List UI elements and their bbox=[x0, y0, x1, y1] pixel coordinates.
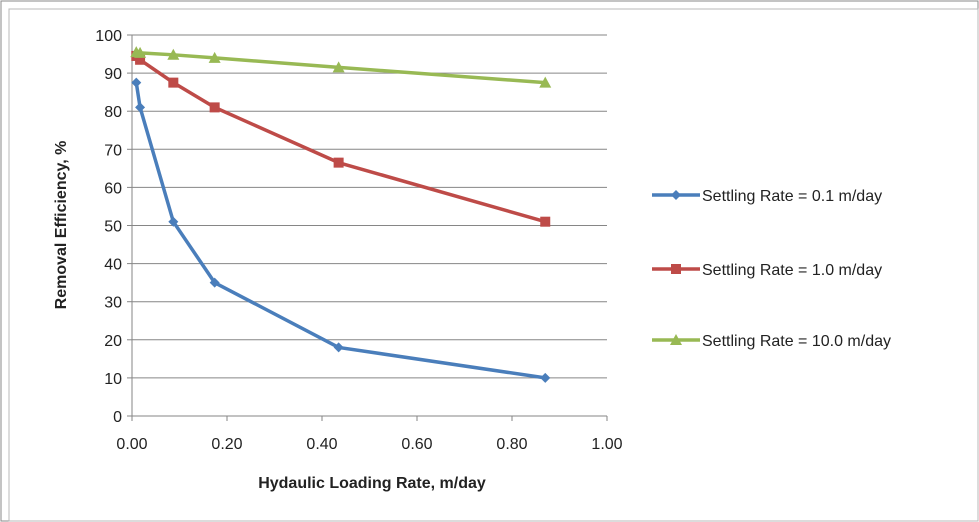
legend-entry-2: Settling Rate = 10.0 m/day bbox=[652, 333, 891, 350]
tick-labels: 0 10 20 30 40 50 60 70 80 90 100 0.00 0.20 0.40 0.60 0.… bbox=[95, 28, 622, 453]
legend-marker-0 bbox=[671, 190, 681, 200]
series-0-point-5 bbox=[540, 372, 551, 383]
series-0-point-2 bbox=[168, 216, 179, 227]
y-tick-label-3: 30 bbox=[104, 295, 122, 312]
x-tick-label-5: 1.00 bbox=[591, 436, 622, 453]
series-2 bbox=[130, 46, 552, 88]
series-2-point-2 bbox=[167, 48, 180, 60]
x-tick-label-4: 0.80 bbox=[496, 436, 527, 453]
chart-area-border bbox=[8, 8, 979, 522]
series-1-point-2 bbox=[168, 77, 179, 88]
x-axis-title: Hydaulic Loading Rate, m/day bbox=[258, 475, 486, 492]
y-tick-label-4: 40 bbox=[104, 257, 122, 274]
axes bbox=[127, 34, 608, 421]
series-2-point-5 bbox=[539, 76, 552, 88]
y-tick-label-6: 60 bbox=[104, 180, 122, 197]
y-axis-title: Removal Efficiency, % bbox=[53, 141, 70, 310]
series-1-point-5 bbox=[540, 216, 551, 227]
x-tick-label-0: 0.00 bbox=[116, 436, 147, 453]
y-tick-label-2: 20 bbox=[104, 333, 122, 350]
series-1-point-4 bbox=[333, 157, 344, 168]
y-tick-label-1: 10 bbox=[104, 371, 122, 388]
y-tick-label-5: 50 bbox=[104, 219, 122, 236]
series-2-point-1 bbox=[134, 46, 147, 58]
legend-entry-0: Settling Rate = 0.1 m/day bbox=[652, 188, 882, 205]
series-0 bbox=[131, 77, 551, 383]
legend: Settling Rate = 0.1 m/day Settling Rate =… bbox=[652, 188, 891, 350]
legend-label-2: Settling Rate = 10.0 m/day bbox=[702, 333, 891, 350]
y-tick-label-8: 80 bbox=[104, 104, 122, 121]
y-tick-label-7: 70 bbox=[104, 142, 122, 159]
series-0-point-0 bbox=[131, 77, 142, 88]
series-2-point-3 bbox=[208, 51, 221, 63]
legend-entry-1: Settling Rate = 1.0 m/day bbox=[652, 262, 882, 279]
series-group bbox=[130, 46, 552, 383]
series-0-point-3 bbox=[209, 277, 220, 288]
y-tick-label-9: 90 bbox=[104, 66, 122, 83]
y-tick-label-0: 0 bbox=[113, 409, 122, 426]
series-1-point-1 bbox=[135, 54, 146, 65]
series-2-point-4 bbox=[332, 61, 345, 73]
x-tick-label-2: 0.40 bbox=[306, 436, 337, 453]
x-tick-label-1: 0.20 bbox=[211, 436, 242, 453]
legend-marker-2 bbox=[670, 334, 682, 345]
legend-label-1: Settling Rate = 1.0 m/day bbox=[702, 262, 882, 279]
y-tick-label-10: 100 bbox=[95, 28, 122, 45]
legend-label-0: Settling Rate = 0.1 m/day bbox=[702, 188, 882, 205]
series-1-point-3 bbox=[209, 102, 220, 113]
legend-marker-1 bbox=[671, 264, 681, 274]
x-tick-label-3: 0.60 bbox=[401, 436, 432, 453]
series-0-point-4 bbox=[333, 342, 344, 353]
series-0-point-1 bbox=[135, 102, 146, 113]
